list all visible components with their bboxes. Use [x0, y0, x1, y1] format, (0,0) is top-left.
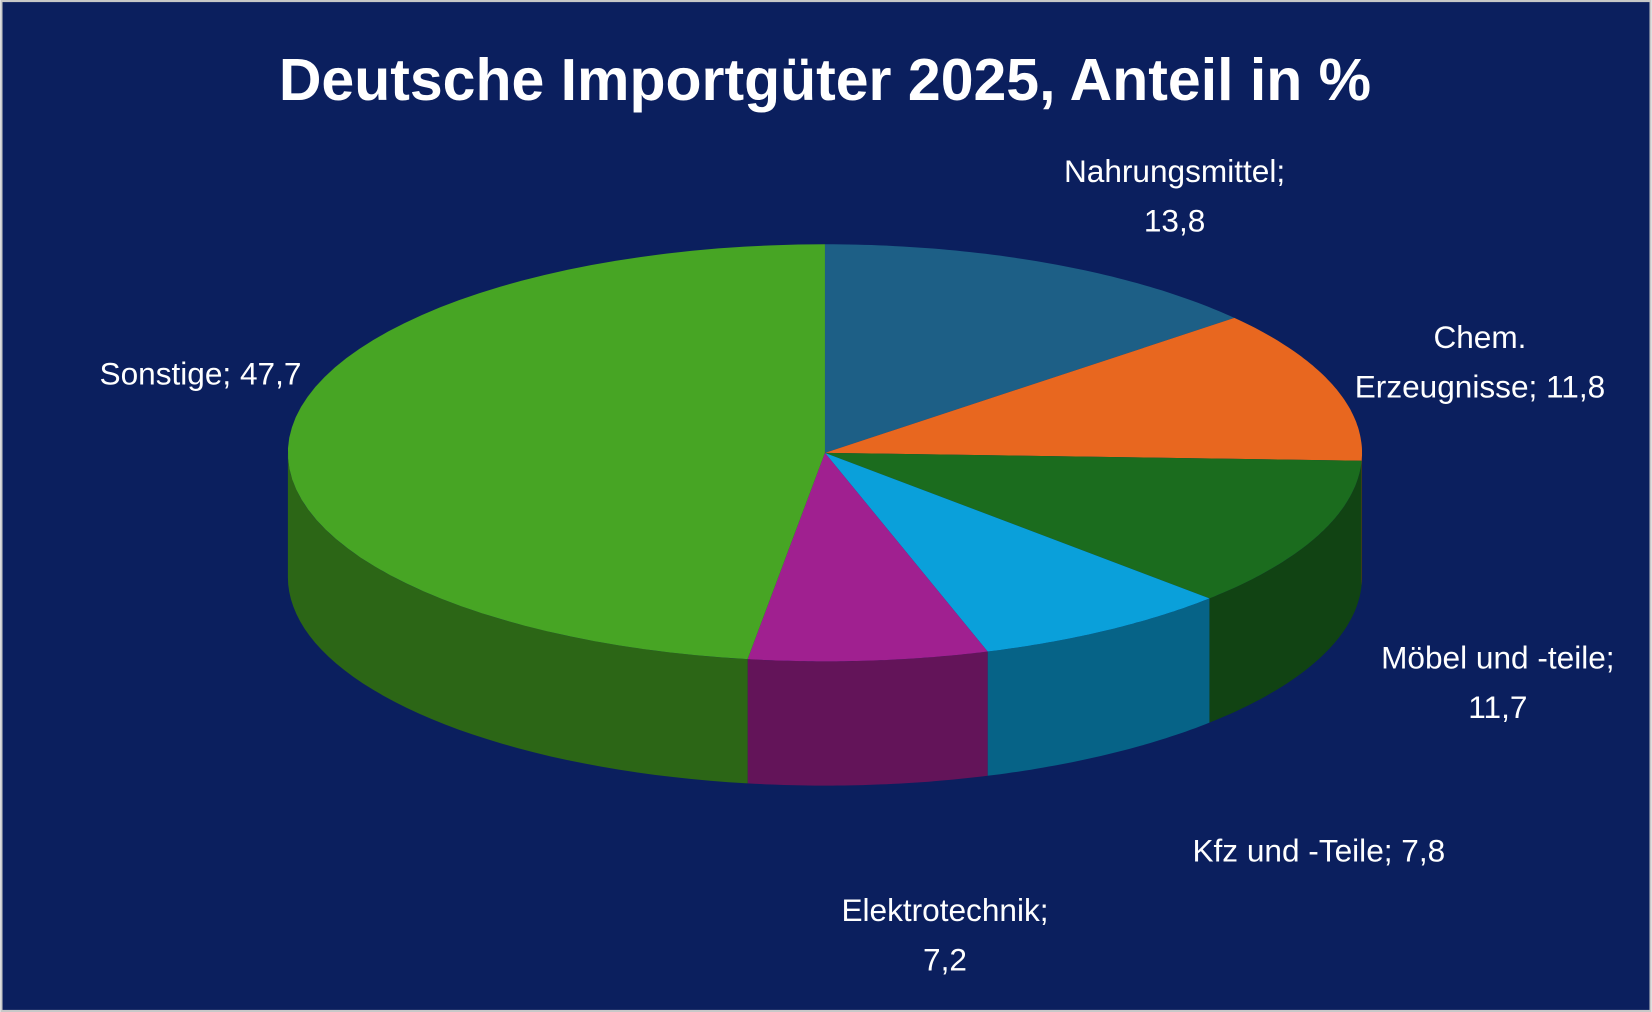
data-label-line: 13,8 — [1144, 203, 1205, 239]
data-label: Elektrotechnik; 7,2 — [841, 892, 1048, 977]
data-label: Nahrungsmittel; 13,8 — [1064, 153, 1285, 238]
data-label: Chem. Erzeugnisse; 11,8 — [1355, 319, 1605, 404]
slice-side — [747, 651, 988, 786]
pie-slice — [287, 244, 825, 660]
slice-side — [987, 598, 1210, 776]
data-label: Sonstige; 47,7 — [100, 355, 302, 391]
data-label-line: Nahrungsmittel; — [1064, 153, 1285, 189]
slice-side — [1209, 460, 1362, 723]
data-label-line: 11,7 — [1468, 689, 1527, 725]
pie-slice — [824, 244, 1235, 453]
data-label: Möbel und -teile; 11,7 — [1381, 640, 1614, 725]
data-label-line: Elektrotechnik; — [841, 892, 1048, 928]
pie-slice — [824, 452, 1210, 652]
pie-slice — [824, 452, 1362, 599]
slice-side — [287, 452, 748, 784]
data-label-line: Chem. — [1433, 319, 1526, 355]
data-label-line: Möbel und -teile; — [1381, 640, 1614, 676]
chart-title: Deutsche Importgüter 2025, Anteil in % — [279, 48, 1371, 113]
data-label-line: Erzeugnisse; 11,8 — [1355, 369, 1605, 405]
data-label: Kfz und -Teile; 7,8 — [1192, 832, 1445, 868]
data-label-line: 7,2 — [923, 942, 967, 978]
pie-slice — [747, 452, 988, 662]
pie-slice — [824, 317, 1363, 461]
